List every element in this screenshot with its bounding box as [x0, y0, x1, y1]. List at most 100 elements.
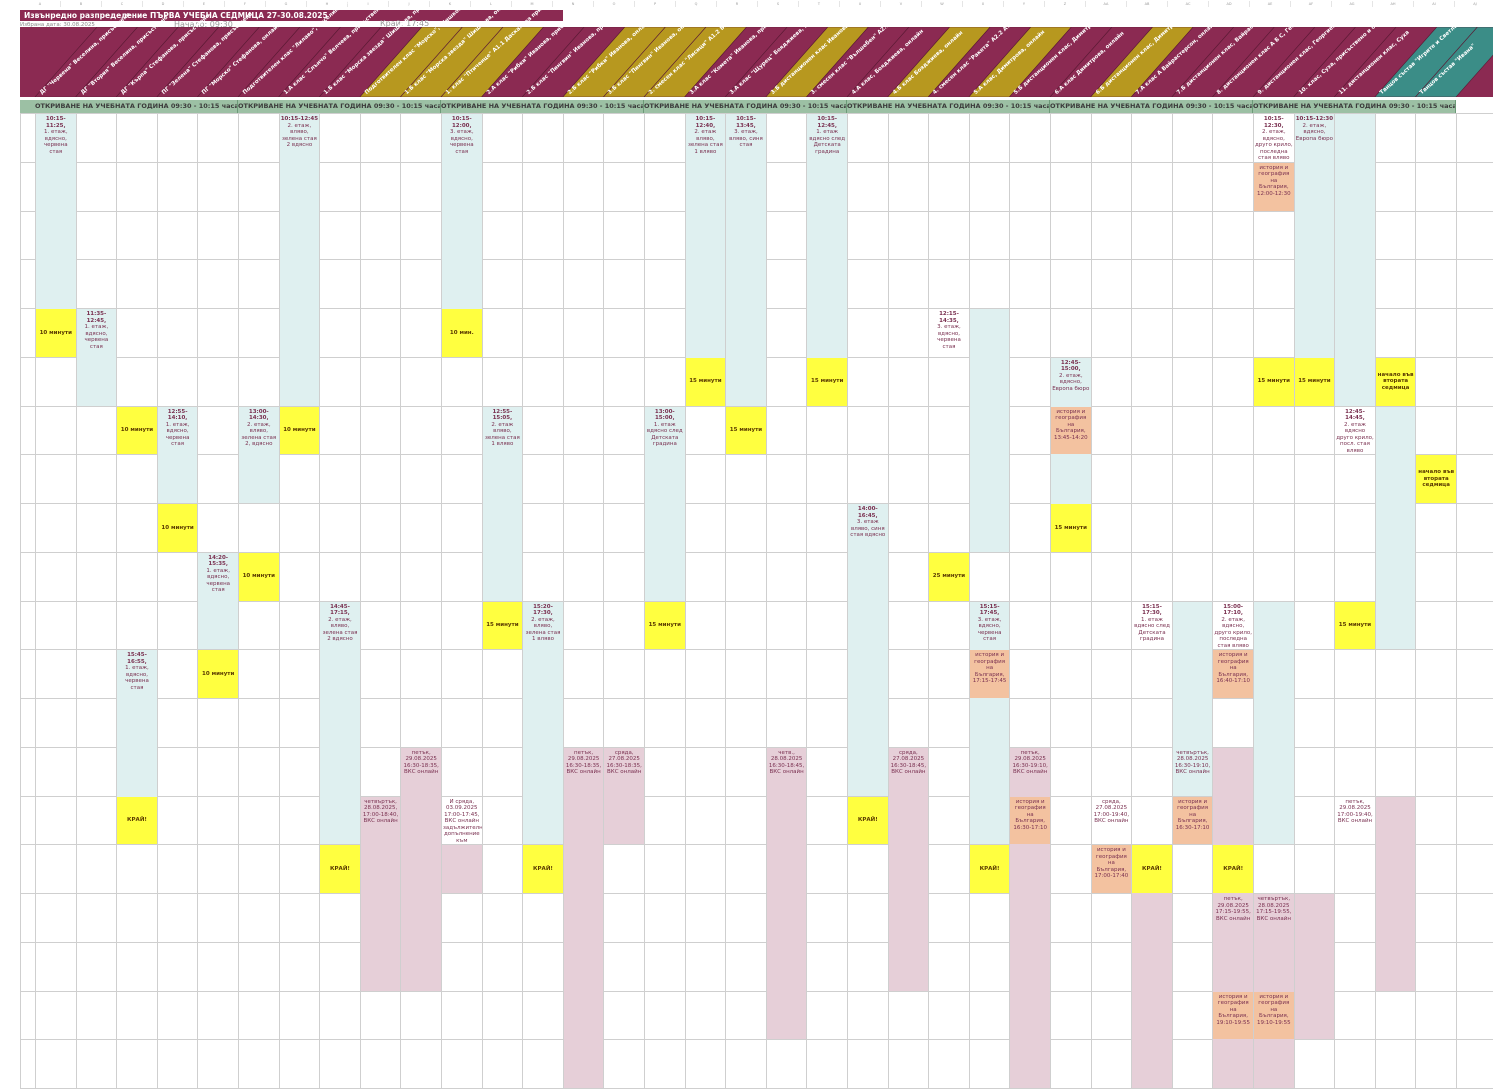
- break-cell[interactable]: КРАЙ!: [848, 796, 888, 845]
- cell-details: 3. етаж, вляво, синя стая: [729, 129, 763, 148]
- schedule-cell[interactable]: 10:15-12:00, 3. етаж, вдясно, червена ста…: [442, 114, 482, 162]
- schedule-cell[interactable]: 10:15-12:30 2. етаж, вдясно, Европа бюро: [1295, 114, 1335, 162]
- break-cell[interactable]: 15 минути: [482, 601, 523, 650]
- time-slot-bar: [766, 747, 807, 1040]
- break-cell[interactable]: КРАЙ!: [1213, 845, 1253, 893]
- cell-details: 1. етаж вдясно след Детската градина: [646, 421, 683, 448]
- break-cell[interactable]: 10 минути: [36, 309, 76, 357]
- break-cell[interactable]: 15 минути: [645, 601, 685, 650]
- schedule-cell[interactable]: 12:55-14:10, 1. етаж, вдясно, червена ста…: [158, 407, 198, 455]
- break-cell[interactable]: начало във втората седмица: [1416, 455, 1456, 503]
- schedule-cell[interactable]: И сряда, 03.09.2025 17:00-17:45, ВКС онл…: [442, 797, 482, 845]
- schedule-cell[interactable]: четвъртък, 28.08.2025 16:30-19:10, ВКС о…: [1173, 748, 1213, 796]
- cell-time: 15 минути: [689, 378, 722, 385]
- cell-time: 15 минути: [811, 378, 844, 385]
- schedule-cell[interactable]: 14:20-15:35, 1. етаж, вдясно, червена ста…: [198, 553, 238, 601]
- time-slot-bar: [1294, 894, 1335, 1040]
- schedule-cell[interactable]: история и география на България, 12:00-1…: [1254, 162, 1294, 211]
- schedule-cell[interactable]: история и география на България, 17:00-1…: [1091, 845, 1132, 893]
- schedule-cell[interactable]: история и география на България, 16:40-1…: [1213, 650, 1253, 698]
- schedule-cell[interactable]: 15:45-16:55, 1. етаж, вдясно, червена ста…: [117, 650, 157, 698]
- schedule-cell[interactable]: 12:55-15:05, 2. етаж вляво, зелена стая 1…: [483, 407, 523, 455]
- schedule-cell[interactable]: 10:15-12:30, 2. етаж, вдясно, друго крило…: [1254, 114, 1294, 162]
- schedule-cell[interactable]: история и география на България, 16:30-1…: [1172, 796, 1213, 845]
- cell-time: 10 минути: [283, 427, 316, 434]
- schedule-cell[interactable]: 13:00-14:30, 2. етаж, вляво, зелена стая …: [239, 407, 279, 455]
- schedule-cell[interactable]: четвъртък, 28.08.2025 17:15-19:55, ВКС о…: [1254, 894, 1294, 942]
- time-slot-bar: [360, 796, 401, 991]
- break-cell[interactable]: 10 минути: [239, 552, 279, 601]
- break-cell[interactable]: 15 минути: [726, 406, 766, 455]
- schedule-cell[interactable]: 15:15-17:30, 1. етаж вдясно след Детската…: [1132, 602, 1172, 650]
- break-cell[interactable]: 10 минути: [117, 406, 157, 455]
- schedule-cell[interactable]: петък, 29.08.2025 17:00-19:40, ВКС онлай…: [1335, 797, 1375, 845]
- schedule-cell[interactable]: сряда, 27.08.2025 17:00-19:40, ВКС онлай…: [1092, 797, 1132, 845]
- column-letter: D: [143, 1, 184, 7]
- schedule-cell[interactable]: петък, 29.08.2025 16:30-19:10, ВКС онлай…: [1010, 748, 1050, 796]
- cell-details: 3. етаж, вдясно, червена стая: [977, 616, 1002, 643]
- schedule-cell[interactable]: четвъртък, 28.08.2025, 17:00-18:40, ВКС …: [361, 797, 401, 845]
- break-cell[interactable]: КРАЙ!: [320, 845, 360, 893]
- break-cell[interactable]: 25 минути: [929, 552, 969, 601]
- schedule-cell[interactable]: 11:35-12:45, 1. етаж, вдясно, червена ста…: [77, 309, 117, 357]
- break-cell[interactable]: 10 мин.: [442, 309, 482, 357]
- schedule-cell[interactable]: четв., 28.08.2025 16:30-18:45, ВКС онлай…: [767, 748, 807, 796]
- cell-details: четвъртък, 28.08.2025, 17:00-18:40, ВКС …: [362, 798, 399, 825]
- schedule-cell[interactable]: 10:15-12:45, 1. етаж вдясно след Детската…: [807, 114, 847, 162]
- time-slot-bar: [1294, 114, 1335, 406]
- column-letter: AJ: [1455, 1, 1493, 7]
- schedule-cell[interactable]: сряда, 27.08.2025 16:30-18:45, ВКС онлай…: [889, 748, 929, 796]
- schedule-cell[interactable]: 15:15-17:45, 3. етаж, вдясно, червена ста…: [970, 602, 1010, 650]
- schedule-cell[interactable]: 12:15-14:35, 3. етаж, вдясно, червена ста…: [929, 309, 969, 357]
- break-cell[interactable]: 15 минути: [1254, 357, 1294, 406]
- schedule-cell[interactable]: петък, 29.08.2025 17:15-19:55, ВКС онлай…: [1213, 894, 1253, 942]
- schedule-cell[interactable]: история и география на България, 13:45-1…: [1051, 406, 1091, 455]
- break-cell[interactable]: начало във втората седмица: [1375, 357, 1416, 406]
- break-cell[interactable]: 10 минути: [157, 504, 198, 552]
- schedule-cell[interactable]: петък, 29.08.2025 16:30-18:35, ВКС онлай…: [564, 748, 604, 796]
- break-cell[interactable]: 15 минути: [1335, 601, 1375, 650]
- cell-time: 15 минути: [1338, 622, 1372, 629]
- break-cell[interactable]: КРАЙ!: [1132, 845, 1172, 893]
- column-letter: AD: [1209, 1, 1250, 7]
- schedule-cell[interactable]: сряда, 27.08.2025 16:30-18:35, ВКС онлай…: [604, 748, 644, 796]
- cell-time: 10 минути: [120, 427, 154, 434]
- schedule-cell[interactable]: петък, 29.08.2025 16:30-18:35, ВКС онлай…: [401, 748, 441, 796]
- column-letter: Y: [1004, 1, 1045, 7]
- cell-details: 2. етаж, вляво, зелена стая 2 вдясно: [322, 616, 358, 643]
- schedule-cell[interactable]: 15:00-17:10, 2. етаж, вдясно, друго крило…: [1213, 602, 1253, 650]
- column-letter: C: [102, 1, 143, 7]
- schedule-cell[interactable]: 14:45-17:15, 2. етаж, вляво, зелена стая …: [320, 602, 360, 650]
- cell-details: история и география на България, 19:10-1…: [1216, 993, 1251, 1026]
- break-cell[interactable]: КРАЙ!: [969, 845, 1010, 893]
- break-cell[interactable]: 15 минути: [807, 357, 847, 406]
- cell-details: четвъртък, 28.08.2025 16:30-19:10, ВКС о…: [1174, 749, 1211, 776]
- schedule-cell[interactable]: история и география на България, 17:15-1…: [969, 650, 1010, 698]
- time-slot-bar: [563, 747, 604, 1088]
- schedule-cell[interactable]: 12:45-14:45, 2. етаж вдясно друго крило, …: [1335, 407, 1375, 455]
- column-letter: K: [430, 1, 471, 7]
- schedule-cell[interactable]: 13:00-15:00, 1. етаж вдясно след Детската…: [645, 407, 685, 455]
- cell-details: история и география на България, 12:00-1…: [1256, 164, 1291, 197]
- break-cell[interactable]: 15 минути: [1051, 504, 1091, 552]
- schedule-cell[interactable]: 14:00-16:45, 3. етаж вляво, синя стая вдя…: [848, 504, 888, 552]
- cell-time: 10:15-12:30: [1295, 116, 1334, 122]
- cell-details: И сряда, 03.09.2025 17:00-17:45, ВКС онл…: [443, 798, 482, 845]
- break-cell[interactable]: 15 минути: [685, 357, 726, 406]
- schedule-cell[interactable]: 10:15-12:40, 2. етаж вляво, зелена стая 1…: [686, 114, 726, 162]
- break-cell[interactable]: КРАЙ!: [117, 796, 157, 845]
- break-cell[interactable]: 10 минути: [279, 406, 320, 455]
- break-cell[interactable]: 15 минути: [1294, 357, 1335, 406]
- break-cell[interactable]: КРАЙ!: [523, 845, 563, 893]
- cell-details: история и география на България, 16:30-1…: [1175, 798, 1210, 831]
- schedule-cell[interactable]: 12:45-15:00, 2. етаж, вдясно, Европа бюро: [1051, 358, 1091, 406]
- schedule-cell[interactable]: история и география на България, 16:30-1…: [1010, 796, 1050, 845]
- schedule-cell[interactable]: 10:15-12:45 2. етаж, вляво, зелена стая 2…: [280, 114, 320, 162]
- break-cell[interactable]: 10 минути: [198, 650, 238, 698]
- schedule-cell[interactable]: история и география на България, 19:10-1…: [1213, 991, 1253, 1040]
- schedule-cell[interactable]: история и география на България, 19:10-1…: [1254, 991, 1294, 1040]
- schedule-cell[interactable]: 10:15-11:25, 1. етаж, вдясно, червена ста…: [36, 114, 76, 162]
- cell-time: 10 минути: [161, 524, 194, 531]
- schedule-cell[interactable]: 10:15-13:45, 3. етаж, вляво, синя стая: [726, 114, 766, 162]
- schedule-cell[interactable]: 15:20-17:30, 2. етаж, вляво, зелена стая …: [523, 602, 563, 650]
